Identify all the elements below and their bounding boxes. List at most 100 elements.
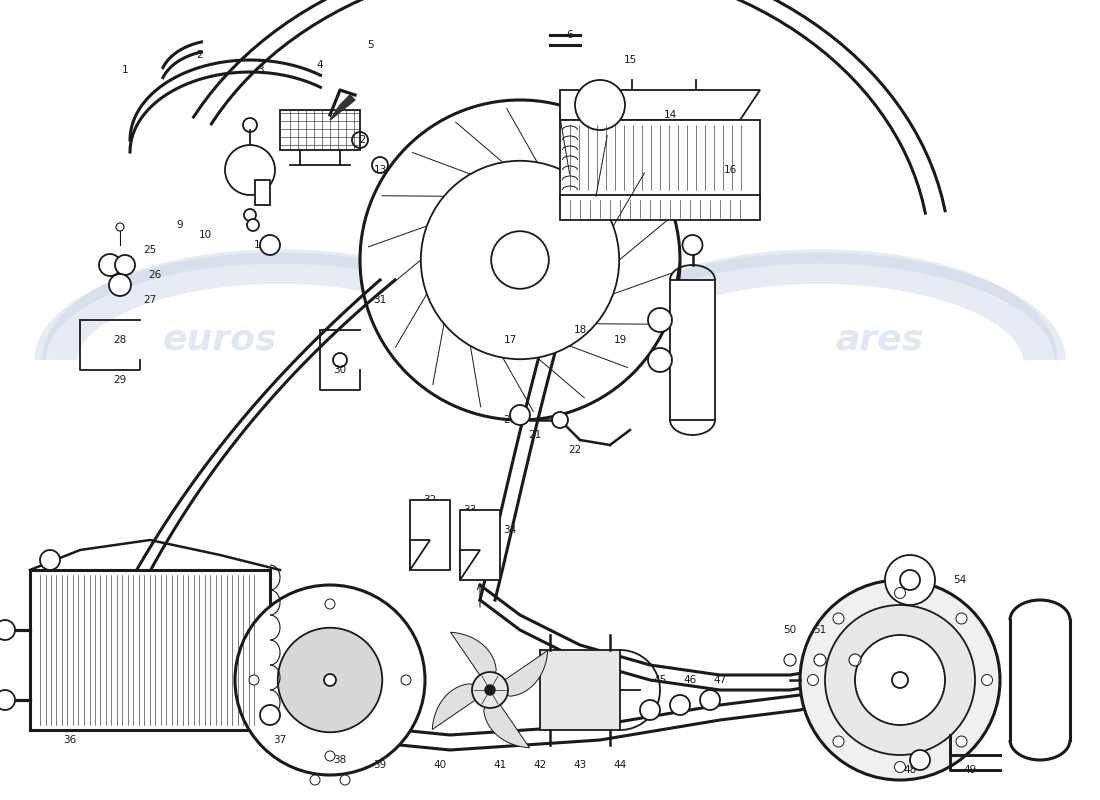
Text: 37: 37: [274, 735, 287, 745]
Text: 27: 27: [143, 295, 156, 305]
Text: 17: 17: [504, 335, 517, 345]
Circle shape: [552, 412, 568, 428]
Circle shape: [784, 654, 796, 666]
Text: 39: 39: [373, 760, 386, 770]
Circle shape: [0, 620, 15, 640]
Polygon shape: [280, 110, 360, 150]
Circle shape: [310, 775, 320, 785]
Text: 46: 46: [683, 675, 696, 685]
Circle shape: [492, 231, 549, 289]
Text: 3: 3: [256, 65, 263, 75]
Polygon shape: [490, 650, 548, 696]
Text: 23: 23: [693, 365, 706, 375]
Circle shape: [0, 690, 15, 710]
Text: 47: 47: [714, 675, 727, 685]
Text: 44: 44: [614, 760, 627, 770]
Text: 28: 28: [113, 335, 127, 345]
Circle shape: [340, 775, 350, 785]
Text: 38: 38: [333, 755, 346, 765]
Bar: [560, 195, 760, 220]
Circle shape: [248, 219, 258, 231]
Circle shape: [648, 348, 672, 372]
Text: 14: 14: [663, 110, 676, 120]
Bar: [560, 120, 760, 200]
Text: 16: 16: [724, 165, 737, 175]
Circle shape: [421, 161, 619, 359]
Text: 30: 30: [333, 365, 346, 375]
Circle shape: [800, 580, 1000, 780]
Text: 29: 29: [113, 375, 127, 385]
Bar: [255, 180, 270, 205]
Text: 35: 35: [473, 565, 486, 575]
Polygon shape: [460, 550, 480, 580]
Circle shape: [648, 308, 672, 332]
Circle shape: [116, 255, 135, 275]
Circle shape: [956, 613, 967, 624]
Text: 24: 24: [109, 275, 122, 285]
Circle shape: [109, 274, 131, 296]
Polygon shape: [484, 690, 529, 748]
Text: 43: 43: [573, 760, 586, 770]
Bar: [460, 510, 500, 580]
Text: 53: 53: [903, 575, 916, 585]
Text: ares: ares: [836, 323, 924, 357]
Circle shape: [360, 100, 680, 420]
Circle shape: [472, 672, 508, 708]
Circle shape: [260, 705, 280, 725]
Text: 6: 6: [566, 30, 573, 40]
Circle shape: [235, 585, 425, 775]
Circle shape: [670, 695, 690, 715]
Circle shape: [324, 674, 336, 686]
Circle shape: [116, 223, 124, 231]
Text: 20: 20: [504, 415, 517, 425]
Circle shape: [510, 405, 530, 425]
Circle shape: [807, 674, 818, 686]
Text: 51: 51: [813, 625, 826, 635]
Text: 41: 41: [494, 760, 507, 770]
Circle shape: [402, 675, 411, 685]
Text: 49: 49: [964, 765, 977, 775]
Text: 5: 5: [366, 40, 373, 50]
Text: 40: 40: [433, 760, 447, 770]
Circle shape: [244, 209, 256, 221]
Text: 33: 33: [463, 505, 476, 515]
Bar: [670, 280, 715, 420]
Text: 45: 45: [653, 675, 667, 685]
Text: 13: 13: [373, 165, 386, 175]
Circle shape: [324, 599, 336, 609]
Text: 32: 32: [424, 495, 437, 505]
Text: 25: 25: [143, 245, 156, 255]
Text: 52: 52: [854, 625, 867, 635]
Bar: [410, 500, 450, 570]
Text: 15: 15: [624, 55, 637, 65]
Text: 18: 18: [573, 325, 586, 335]
Circle shape: [849, 654, 861, 666]
Text: 11: 11: [253, 240, 266, 250]
Polygon shape: [451, 632, 496, 690]
Circle shape: [485, 685, 495, 695]
Text: 31: 31: [373, 295, 386, 305]
Circle shape: [99, 254, 121, 276]
Text: 26: 26: [148, 270, 162, 280]
Text: euros: euros: [163, 323, 277, 357]
Bar: [30, 570, 270, 730]
Text: 12: 12: [353, 135, 366, 145]
Circle shape: [700, 690, 720, 710]
Circle shape: [640, 700, 660, 720]
Text: p: p: [537, 323, 563, 357]
Text: 21: 21: [528, 430, 541, 440]
Polygon shape: [330, 95, 355, 120]
Circle shape: [277, 628, 383, 732]
Circle shape: [833, 613, 844, 624]
Text: 10: 10: [198, 230, 211, 240]
Circle shape: [814, 654, 826, 666]
Circle shape: [575, 80, 625, 130]
Circle shape: [825, 605, 975, 755]
Text: 36: 36: [64, 735, 77, 745]
Text: 1: 1: [122, 65, 129, 75]
Circle shape: [855, 635, 945, 725]
Text: 9: 9: [177, 220, 184, 230]
Text: 2: 2: [197, 50, 204, 60]
Circle shape: [40, 550, 60, 570]
Circle shape: [226, 145, 275, 195]
